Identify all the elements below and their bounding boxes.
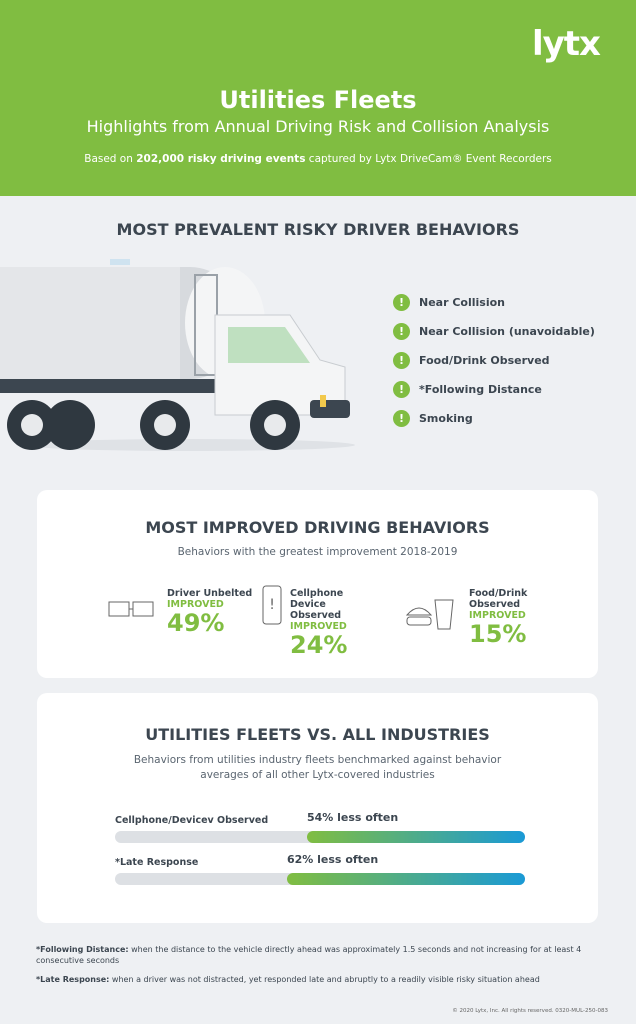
basis-text: captured by Lytx DriveCam® Event Recorde…	[308, 153, 552, 165]
footnote-term: *Following Distance:	[36, 945, 129, 954]
alert-icon: !	[393, 381, 410, 398]
section-title: MOST IMPROVED DRIVING BEHAVIORS	[145, 518, 490, 537]
basis-bold: 202,000 risky driving events	[136, 153, 306, 165]
footnote-term: *Late Response:	[36, 975, 110, 984]
behavior-item: ! *Following Distance	[393, 375, 595, 404]
item-status: IMPROVED	[290, 621, 347, 632]
row-label: *Late Response	[115, 857, 199, 868]
item-value: 15%	[469, 620, 527, 648]
seatbelt-icon	[108, 601, 154, 617]
row-bar	[115, 831, 525, 843]
footnote-text: when the distance to the vehicle directl…	[36, 945, 582, 965]
footnote: *Following Distance: when the distance t…	[36, 944, 606, 966]
footnote-text: when a driver was not distracted, yet re…	[111, 975, 540, 984]
phone-icon: !	[262, 585, 282, 625]
behavior-item: ! Smoking	[393, 404, 595, 433]
header: lytx Utilities Fleets Highlights from An…	[0, 0, 636, 196]
truck-illustration	[0, 259, 355, 451]
behavior-item: ! Food/Drink Observed	[393, 346, 595, 375]
basis-text: Based on	[84, 153, 133, 165]
section-subtitle: Behaviors from utilities industry fleets…	[133, 754, 502, 781]
alert-icon: !	[393, 323, 410, 340]
section-title: MOST PREVALENT RISKY DRIVER BEHAVIORS	[116, 220, 520, 239]
food-icon	[405, 599, 454, 630]
item-status: IMPROVED	[469, 610, 526, 621]
section-title: UTILITIES FLEETS VS. ALL INDUSTRIES	[145, 725, 490, 744]
title: Utilities Fleets	[219, 86, 417, 114]
footnote: *Late Response: when a driver was not di…	[36, 974, 606, 985]
alert-icon: !	[393, 352, 410, 369]
behavior-label: Near Collision (unavoidable)	[419, 325, 595, 338]
row-bar-fill	[287, 873, 525, 885]
alert-icon: !	[393, 294, 410, 311]
row-bar-fill	[307, 831, 525, 843]
item-value: 49%	[167, 609, 225, 637]
behavior-label: Food/Drink Observed	[419, 354, 550, 367]
behavior-label: Smoking	[419, 412, 473, 425]
svg-text:!: !	[269, 597, 275, 613]
improved-item: Cellphone Device Observed IMPROVED 24%	[290, 588, 420, 658]
item-label: Food/Drink Observed	[469, 588, 528, 610]
item-label: Cellphone Device Observed	[290, 588, 344, 621]
behavior-item: ! Near Collision (unavoidable)	[393, 317, 595, 346]
behavior-list: ! Near Collision! Near Collision (unavoida…	[393, 288, 595, 433]
behavior-label: Near Collision	[419, 296, 505, 309]
row-text: 62% less often	[287, 853, 379, 866]
behavior-label: *Following Distance	[419, 383, 542, 396]
row-bar	[115, 873, 525, 885]
logo: lytx	[531, 24, 601, 64]
item-label: Driver Unbelted	[167, 588, 253, 599]
item-status: IMPROVED	[167, 599, 224, 610]
row-text: 54% less often	[307, 811, 399, 824]
basis: Based on 202,000 risky driving events ca…	[0, 153, 636, 165]
subtitle: Highlights from Annual Driving Risk and …	[86, 117, 550, 136]
improved-item: Driver Unbelted IMPROVED 49%	[167, 588, 297, 636]
alert-icon: !	[393, 410, 410, 427]
copyright: © 2020 Lytx, Inc. All rights reserved. 0…	[452, 1008, 608, 1014]
behavior-item: ! Near Collision	[393, 288, 595, 317]
item-value: 24%	[290, 631, 348, 659]
comparison-card: UTILITIES FLEETS VS. ALL INDUSTRIES Beha…	[37, 693, 598, 923]
section-subtitle: Behaviors with the greatest improvement …	[177, 546, 458, 558]
improved-card: MOST IMPROVED DRIVING BEHAVIORS Behavior…	[37, 490, 598, 678]
row-label: Cellphone/Devicev Observed	[115, 815, 269, 826]
improved-item: Food/Drink Observed IMPROVED 15%	[469, 588, 599, 647]
